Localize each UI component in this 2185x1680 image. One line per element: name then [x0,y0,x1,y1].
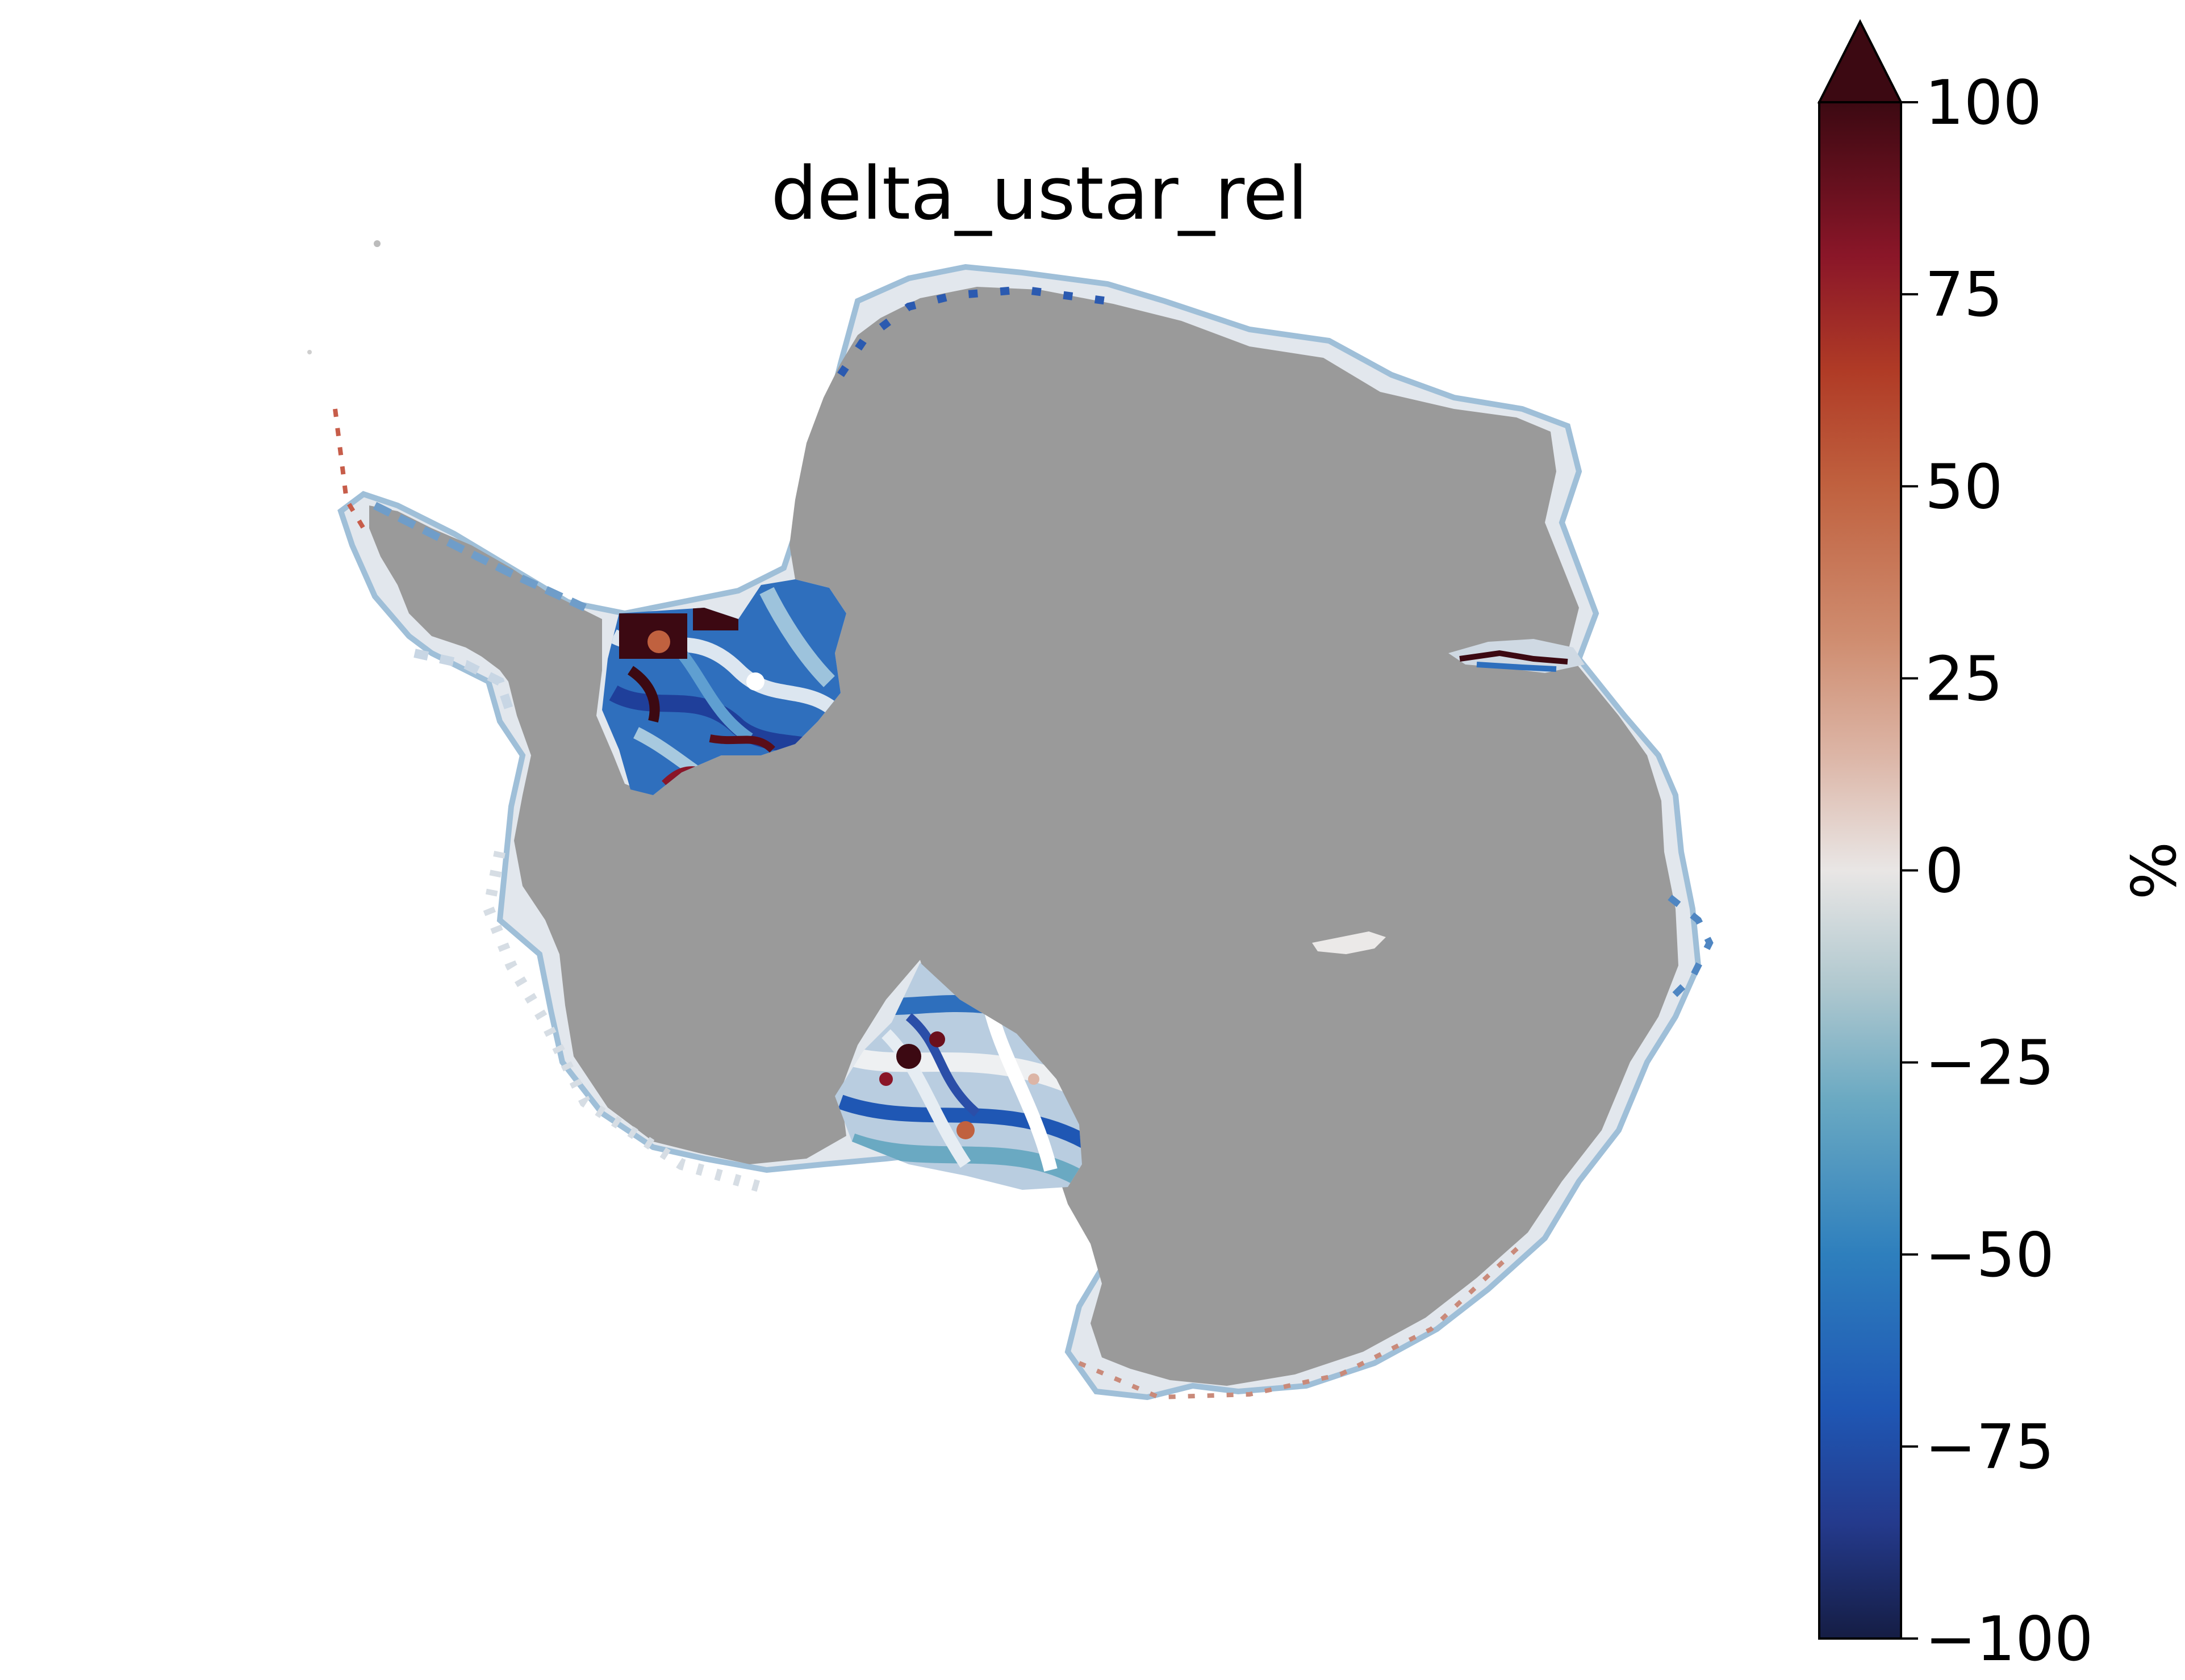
colorbar-tick-label: −75 [1925,1412,2054,1483]
map-title: delta_ustar_rel [771,152,1307,236]
east-coast-shelves [1667,895,1714,1002]
colorbar-extend-arrow [1817,19,1903,103]
colorbar-tick-label: −25 [1925,1028,2054,1099]
peninsula-tip-islands [333,408,366,530]
colorbar: 100 75 50 25 0 −25 −50 −75 −100 % [1817,19,2185,1675]
colorbar-ticks: 100 75 50 25 0 −25 −50 −75 −100 [1901,68,2094,1675]
peninsula-west-fringe [413,649,516,717]
colorbar-tick-label: 50 [1925,452,2003,523]
colorbar-tick-label: 100 [1925,68,2042,139]
wilkes-coast-fringe [1078,1242,1524,1400]
offshore-island [374,240,381,247]
colorbar-gradient [1818,101,1902,1640]
offshore-island [307,350,312,354]
lake-vostok [1312,931,1386,954]
antarctic-peninsula [369,505,602,727]
colorbar-tick-label: 25 [1925,643,2003,714]
colorbar-tick-label: −50 [1925,1220,2054,1291]
grounded-ice-sheet [398,287,1678,1386]
colorbar-unit-label: % [2119,842,2185,900]
antarctica-map [307,240,1714,1401]
queen-maud-shelves [837,285,1108,377]
west-coast-fringe [482,851,763,1193]
peninsula-east-fringe [373,502,587,612]
colorbar-tick-label: 0 [1925,836,1964,907]
colorbar-tick-label: 75 [1925,260,2003,331]
colorbar-tick-label: −100 [1925,1604,2094,1675]
amery-ice-shelf [1448,639,1585,673]
